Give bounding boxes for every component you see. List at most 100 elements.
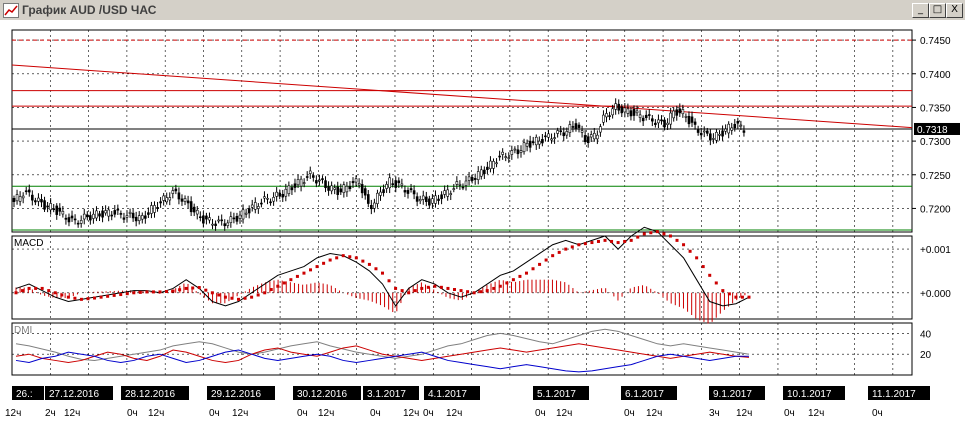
macd-signal-dot xyxy=(721,289,725,293)
hour-label: 0ч xyxy=(872,408,883,419)
macd-signal-dot xyxy=(740,295,744,299)
candle-body xyxy=(52,208,56,211)
candle-body xyxy=(244,212,248,215)
date-label: 26.: xyxy=(16,389,33,400)
candle-body xyxy=(195,209,199,215)
macd-signal-dot xyxy=(577,243,581,247)
macd-signal-dot xyxy=(439,285,443,289)
candle-body xyxy=(705,130,709,134)
candle-body xyxy=(583,135,587,142)
candle-body xyxy=(544,135,547,138)
macd-signal-dot xyxy=(315,265,319,269)
macd-signal-dot xyxy=(466,290,470,294)
chart-window-icon xyxy=(3,3,19,18)
candle-body xyxy=(479,169,483,177)
macd-signal-dot xyxy=(309,268,313,272)
date-label-box xyxy=(533,386,589,400)
candle-body xyxy=(211,223,214,226)
candle-body xyxy=(522,142,526,153)
macd-signal-dot xyxy=(610,239,614,243)
candle-body xyxy=(654,122,657,125)
date-label-box xyxy=(207,386,275,400)
candle-body xyxy=(733,123,737,129)
candle-body xyxy=(709,133,712,141)
candle-body xyxy=(183,198,187,202)
candle-body xyxy=(727,123,730,134)
macd-signal-dot xyxy=(289,278,293,282)
macd-signal-dot xyxy=(250,295,254,299)
minimize-button[interactable]: _ xyxy=(912,3,929,18)
candle-body xyxy=(492,161,495,169)
hour-label: 12ч xyxy=(808,408,824,419)
candle-body xyxy=(507,157,511,159)
macd-signal-dot xyxy=(433,284,437,288)
candle-body xyxy=(373,202,376,209)
close-button[interactable]: X xyxy=(946,3,963,18)
macd-signal-dot xyxy=(256,293,260,297)
macd-signal-dot xyxy=(747,295,751,299)
macd-signal-dot xyxy=(629,238,633,242)
date-label: 9.1.2017 xyxy=(713,389,752,400)
macd-signal-dot xyxy=(295,274,299,278)
candle-body xyxy=(37,197,40,202)
candle-body xyxy=(501,151,504,155)
candle-body xyxy=(385,184,388,189)
trend-line xyxy=(11,64,913,129)
macd-signal-dot xyxy=(112,293,116,297)
candle-body xyxy=(177,192,181,200)
macd-signal-dot xyxy=(34,286,38,290)
date-label: 28.12.2016 xyxy=(125,389,175,400)
date-label-box xyxy=(424,386,480,400)
candle-body xyxy=(510,150,514,155)
macd-signal-dot xyxy=(191,286,195,290)
macd-signal-dot xyxy=(53,291,57,295)
macd-signal-dot xyxy=(675,238,679,242)
candle-body xyxy=(559,130,562,133)
macd-signal-dot xyxy=(178,288,182,292)
macd-signal-dot xyxy=(302,271,306,275)
candle-body xyxy=(565,131,569,136)
candle-body xyxy=(253,202,257,210)
macd-signal-dot xyxy=(492,286,496,290)
candle-body xyxy=(632,108,636,116)
candle-body xyxy=(189,201,193,213)
candle-body xyxy=(150,205,153,214)
macd-signal-dot xyxy=(230,296,234,300)
candle-body xyxy=(663,119,666,128)
macd-signal-dot xyxy=(714,281,718,285)
macd-signal-dot xyxy=(223,295,227,299)
date-label: 30.12.2016 xyxy=(297,389,347,400)
candle-body xyxy=(696,129,700,133)
chart-svg[interactable]: 0.7450 0.7400 0.7350 0.7300 0.7250 0.7200 0.73… xyxy=(0,20,965,426)
window-title: График AUD /USD ЧАС xyxy=(22,3,157,17)
hour-label: 12ч xyxy=(148,408,164,419)
price-tick-label: 0.7350 xyxy=(920,103,951,114)
candle-body xyxy=(339,188,343,193)
candle-body xyxy=(12,198,16,202)
maximize-button[interactable]: □ xyxy=(929,3,946,18)
macd-signal-dot xyxy=(106,294,110,298)
macd-signal-dot xyxy=(387,279,391,283)
candle-body xyxy=(553,137,556,139)
candle-body xyxy=(440,194,443,200)
candle-body xyxy=(70,215,74,219)
candle-body xyxy=(43,200,46,210)
macd-signal-dot xyxy=(21,289,25,293)
chart-area[interactable]: 0.7450 0.7400 0.7350 0.7300 0.7250 0.7200 0.73… xyxy=(0,20,965,426)
candle-body xyxy=(235,216,239,222)
current-price-box xyxy=(914,122,960,135)
candle-body xyxy=(623,107,627,113)
candle-body xyxy=(199,216,202,219)
macd-signal-dot xyxy=(662,232,666,236)
candle-body xyxy=(21,195,25,199)
candle-body xyxy=(550,138,553,141)
pane-frame-1 xyxy=(11,235,913,320)
macd-signal-dot xyxy=(204,288,208,292)
macd-signal-dot xyxy=(544,258,548,262)
candle-body xyxy=(504,156,508,158)
candle-body xyxy=(458,183,462,186)
macd-signal-dot xyxy=(66,295,70,299)
candle-body xyxy=(324,180,327,189)
candle-body xyxy=(739,124,743,127)
candle-body xyxy=(718,133,721,136)
